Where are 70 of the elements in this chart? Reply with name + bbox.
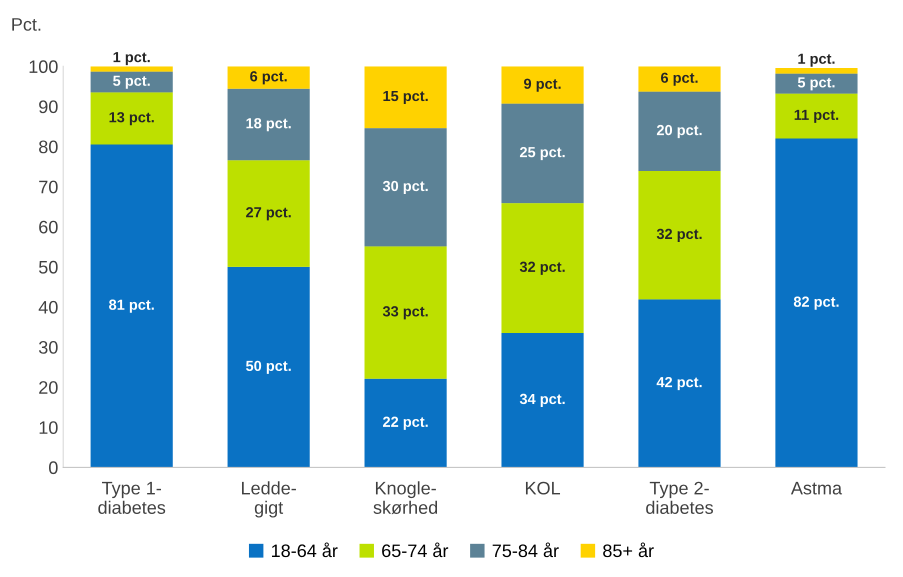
x-tick-label: Type 2- diabetes [646,482,713,514]
data-label: 25 pct. [520,146,565,160]
data-label: 81 pct. [109,300,154,313]
y-tick-label: 80 [39,140,58,154]
bar [775,138,858,468]
y-tick-label: 0 [49,461,58,474]
data-label: 82 pct. [794,296,839,310]
bar [638,92,721,172]
data-label: 42 pct. [656,376,702,390]
y-tick-label: 90 [39,100,58,114]
data-label: 34 pct. [520,394,565,407]
legend-label: 85+ år [603,542,654,558]
bar [775,68,858,74]
bar [501,66,584,104]
bar [228,66,310,89]
data-label: 1 pct. [114,52,150,66]
bar [638,66,721,92]
data-label: 20 pct. [656,124,702,138]
legend-label: 75-84 år [492,542,559,558]
y-tick-label: 30 [38,341,58,354]
legend-label: 65-74 år [382,542,448,558]
bar [501,203,584,334]
bar [775,74,858,94]
bar [638,171,721,300]
data-label: 5 pct. [113,76,150,89]
data-label: 22 pct. [383,416,428,430]
y-tick-label: 70 [39,180,58,194]
data-label: 32 pct. [656,228,702,242]
data-label: 6 pct. [250,71,287,84]
data-label: 6 pct. [661,72,698,86]
bar [228,88,310,160]
bar [90,72,173,92]
x-tick-label: Ledde- gigt [242,481,296,518]
data-label: 1 pct. [798,54,835,67]
bar [228,266,310,468]
y-axis-title: Pct. [12,18,40,31]
data-label: 9 pct. [524,78,561,92]
bar [90,66,173,72]
bar [364,66,447,128]
y-tick-label: 40 [38,300,58,314]
data-label: 11 pct. [794,110,838,123]
data-label: 13 pct. [110,112,154,126]
data-label: 33 pct. [382,306,428,320]
bar [90,144,173,468]
y-tick-label: 50 [38,260,58,274]
bar [364,128,447,246]
y-tick-label: 60 [39,220,58,234]
data-label: 18 pct. [246,118,291,132]
y-tick-label: 20 [39,381,58,394]
data-label: 32 pct. [520,262,565,275]
bar [364,246,447,379]
y-tick-label: 10 [40,421,58,434]
y-tick-label: 100 [30,60,58,74]
bar [501,104,584,204]
bar [90,92,173,145]
data-label: 50 pct. [246,360,291,374]
x-tick-label: Type 1- diabetes [98,482,166,514]
legend-label: 18-64 år [272,542,338,558]
data-label: 15 pct. [383,90,428,104]
x-tick-label: Astma [790,482,842,495]
data-label: 27 pct. [246,207,291,220]
data-label: 30 pct. [382,180,428,194]
bar [228,160,310,267]
bar [775,94,858,139]
x-tick-label: KOL [526,482,560,495]
bar [638,299,721,468]
data-label: 5 pct. [798,77,835,90]
bar [364,378,447,468]
bar [501,333,584,468]
x-tick-label: Knogle- skørhed [373,481,438,514]
